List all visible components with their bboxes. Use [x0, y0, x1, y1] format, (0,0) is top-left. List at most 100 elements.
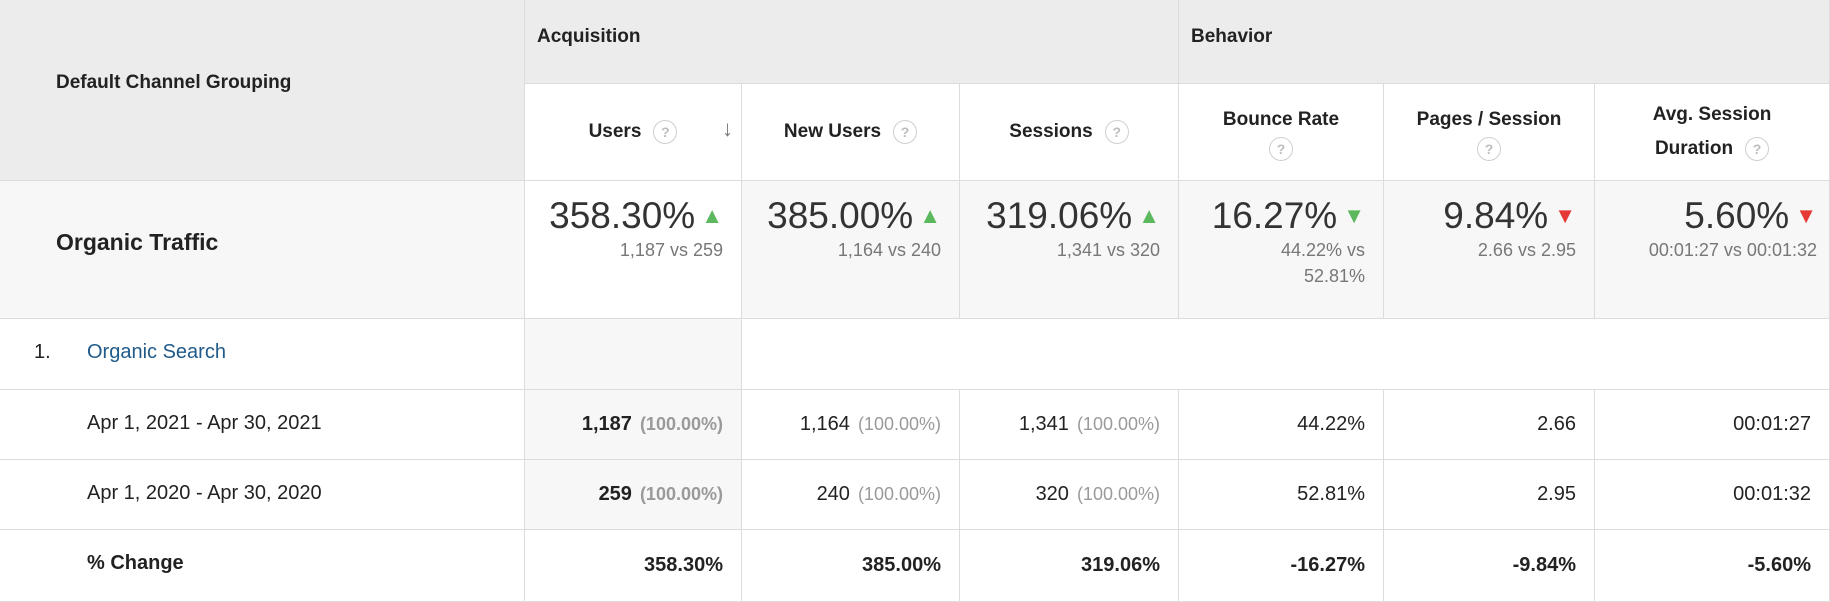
arrow-down-icon: ▼	[1795, 203, 1817, 228]
current-users: 1,187 (100.00%)	[525, 390, 742, 460]
summary-avg-duration-pct: 5.60%	[1684, 195, 1790, 236]
behavior-label: Behavior	[1191, 26, 1273, 47]
change-users-value: 358.30%	[644, 554, 723, 576]
change-label: % Change	[87, 552, 184, 574]
summary-bounce-rate-compare-line2: 52.81%	[1303, 266, 1365, 286]
previous-sessions-pct: (100.00%)	[1076, 484, 1160, 504]
summary-users: 358.30% ▲ 1,187 vs 259	[525, 181, 742, 319]
change-pages-session: -9.84%	[1384, 530, 1595, 602]
change-pages-session-value: -9.84%	[1512, 554, 1576, 576]
pages-session-header-label: Pages / Session	[1416, 109, 1562, 130]
change-new-users-value: 385.00%	[862, 554, 941, 576]
current-bounce-rate-value: 44.22%	[1297, 413, 1365, 435]
avg-session-header-label-line1: Avg. Session	[1652, 104, 1772, 125]
change-sessions: 319.06%	[960, 530, 1179, 602]
summary-users-compare: 1,187 vs 259	[619, 240, 723, 260]
behavior-group-header: Behavior	[1179, 0, 1830, 84]
help-icon[interactable]: ?	[1477, 137, 1501, 161]
channel-row-spacer	[742, 319, 1830, 390]
previous-sessions: 320 (100.00%)	[960, 460, 1179, 530]
dimension-header[interactable]: Default Channel Grouping	[0, 0, 525, 181]
summary-bounce-rate-value-wrap: 16.27% ▼	[1189, 195, 1365, 237]
arrow-up-icon: ▲	[1138, 203, 1160, 228]
current-sessions-value: 1,341	[1018, 413, 1069, 435]
previous-bounce-rate: 52.81%	[1179, 460, 1384, 530]
change-sessions-value: 319.06%	[1081, 554, 1160, 576]
current-sessions: 1,341 (100.00%)	[960, 390, 1179, 460]
table-row-change: % Change	[0, 530, 525, 602]
sessions-header-label: Sessions	[1009, 121, 1093, 142]
summary-sessions-value-wrap: 319.06% ▲	[970, 195, 1160, 237]
current-users-value: 1,187	[581, 413, 632, 435]
change-avg-duration-value: -5.60%	[1747, 554, 1811, 576]
current-avg-duration: 00:01:27	[1595, 390, 1830, 460]
summary-pages-session-compare: 2.66 vs 2.95	[1477, 240, 1576, 260]
table-row-current: Apr 1, 2021 - Apr 30, 2021	[0, 390, 525, 460]
users-header-label: Users	[588, 121, 642, 142]
avg-session-header-label-wrap: Duration?	[1654, 132, 1770, 166]
previous-new-users: 240 (100.00%)	[742, 460, 960, 530]
summary-bounce-rate: 16.27% ▼ 44.22% vs 52.81%	[1179, 181, 1384, 319]
column-header-pages-session[interactable]: Pages / Session ?	[1384, 84, 1595, 181]
current-sessions-pct: (100.00%)	[1076, 414, 1160, 434]
bounce-rate-header-label: Bounce Rate	[1222, 109, 1340, 130]
summary-pages-session-value-wrap: 9.84% ▼	[1394, 195, 1576, 237]
help-icon[interactable]: ?	[1269, 137, 1293, 161]
summary-new-users-compare: 1,164 vs 240	[837, 240, 941, 260]
change-bounce-rate-value: -16.27%	[1290, 554, 1366, 576]
current-new-users-pct: (100.00%)	[857, 414, 941, 434]
previous-users: 259 (100.00%)	[525, 460, 742, 530]
help-icon[interactable]: ?	[893, 120, 918, 144]
summary-new-users: 385.00% ▲ 1,164 vs 240	[742, 181, 960, 319]
previous-new-users-value: 240	[816, 483, 850, 505]
current-pages-session: 2.66	[1384, 390, 1595, 460]
change-users: 358.30%	[525, 530, 742, 602]
table-row-previous: Apr 1, 2020 - Apr 30, 2020	[0, 460, 525, 530]
acquisition-group-header: Acquisition	[525, 0, 1179, 84]
change-new-users: 385.00%	[742, 530, 960, 602]
summary-pages-session-pct: 9.84%	[1443, 195, 1549, 236]
current-bounce-rate: 44.22%	[1179, 390, 1384, 460]
help-icon[interactable]: ?	[1745, 136, 1770, 161]
summary-sessions-pct: 319.06%	[986, 195, 1133, 236]
previous-users-value: 259	[598, 483, 632, 505]
summary-new-users-value-wrap: 385.00% ▲	[752, 195, 941, 237]
current-users-pct: (100.00%)	[639, 414, 723, 434]
summary-bounce-rate-compare-line1: 44.22% vs	[1280, 240, 1365, 260]
help-icon[interactable]: ?	[653, 120, 678, 144]
column-header-users[interactable]: Users ? ↓	[525, 84, 742, 181]
column-header-bounce-rate[interactable]: Bounce Rate ?	[1179, 84, 1384, 181]
current-pages-session-value: 2.66	[1537, 413, 1576, 435]
summary-avg-duration-value-wrap: 5.60% ▼	[1605, 195, 1817, 237]
current-period-label: Apr 1, 2021 - Apr 30, 2021	[87, 412, 322, 434]
segment-label: Organic Traffic	[56, 229, 219, 255]
segment-cell: Organic Traffic	[0, 181, 525, 319]
new-users-header-label: New Users	[783, 121, 882, 142]
column-header-sessions[interactable]: Sessions ?	[960, 84, 1179, 181]
channel-row-users-cell	[525, 319, 742, 390]
summary-pages-session: 9.84% ▼ 2.66 vs 2.95	[1384, 181, 1595, 319]
summary-sessions: 319.06% ▲ 1,341 vs 320	[960, 181, 1179, 319]
help-icon[interactable]: ?	[1104, 120, 1129, 144]
previous-users-pct: (100.00%)	[639, 484, 723, 504]
sort-descending-icon[interactable]: ↓	[722, 116, 733, 141]
previous-pages-session-value: 2.95	[1537, 483, 1576, 505]
column-header-new-users[interactable]: New Users ?	[742, 84, 960, 181]
summary-avg-duration: 5.60% ▼ 00:01:27 vs 00:01:32	[1595, 181, 1830, 319]
summary-users-pct: 358.30%	[549, 195, 696, 236]
change-avg-duration: -5.60%	[1595, 530, 1830, 602]
previous-bounce-rate-value: 52.81%	[1297, 483, 1365, 505]
arrow-up-icon: ▲	[919, 203, 941, 228]
previous-avg-duration: 00:01:32	[1595, 460, 1830, 530]
column-header-avg-session-duration[interactable]: Avg. Session Duration?	[1595, 84, 1830, 181]
channel-link-organic-search[interactable]: Organic Search	[87, 341, 226, 363]
dimension-label: Default Channel Grouping	[56, 72, 292, 93]
summary-avg-duration-compare: 00:01:27 vs 00:01:32	[1648, 240, 1817, 260]
avg-session-header-label-line2: Duration	[1654, 138, 1734, 159]
summary-users-value-wrap: 358.30% ▲	[535, 195, 723, 237]
previous-new-users-pct: (100.00%)	[857, 484, 941, 504]
current-new-users: 1,164 (100.00%)	[742, 390, 960, 460]
acquisition-label: Acquisition	[537, 26, 641, 47]
change-bounce-rate: -16.27%	[1179, 530, 1384, 602]
